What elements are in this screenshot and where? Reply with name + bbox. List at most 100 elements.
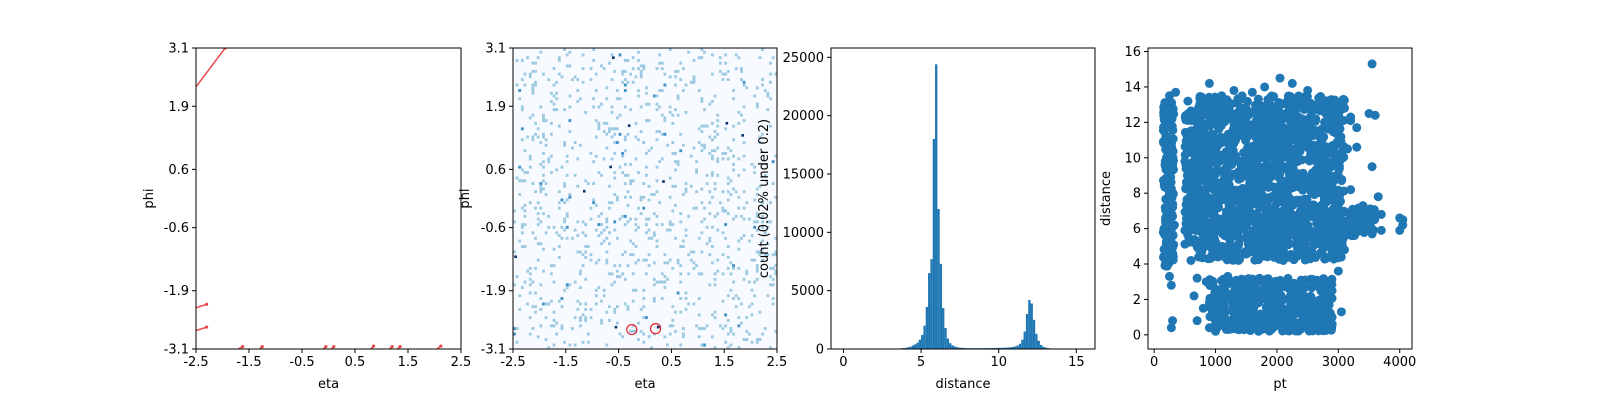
heatmap-cell [542, 269, 545, 273]
heatmap-cell [766, 94, 770, 98]
heatmap-cell [708, 190, 712, 194]
heatmap-cell [732, 168, 735, 172]
heatmap-cell [724, 151, 728, 155]
scatter-point [1235, 94, 1245, 104]
heatmap-cell [589, 206, 593, 210]
heatmap-cell [626, 190, 630, 194]
heatmap-cell [565, 286, 569, 289]
heatmap-cell [626, 307, 630, 311]
heatmap-cell [716, 269, 720, 273]
heatmap-cell [608, 231, 611, 235]
heatmap-cell [610, 272, 614, 276]
scatter-point [1317, 279, 1327, 289]
scatter-point [1283, 152, 1293, 162]
scatter-point [1367, 229, 1377, 239]
heatmap-cell [592, 160, 596, 164]
heatmap-cell [745, 86, 749, 90]
heatmap-cell [634, 261, 638, 265]
scatter-point [1334, 165, 1344, 175]
scatter-point [1271, 240, 1281, 250]
scatter-point [1224, 224, 1234, 234]
scatter-point [1327, 180, 1337, 190]
heatmap-cell [703, 108, 706, 112]
heatmap-cell [761, 258, 764, 262]
scatter-point [1209, 307, 1219, 317]
heatmap-cell [697, 297, 701, 300]
heatmap-cell [721, 231, 725, 235]
heatmap-cell [584, 318, 588, 322]
heatmap-cell [679, 343, 683, 347]
scatter-point [1274, 287, 1284, 297]
scatter-point [1276, 276, 1286, 286]
heatmap-cell [732, 280, 735, 284]
heatmap-cell [581, 80, 585, 84]
heatmap-cell [621, 151, 625, 155]
heatmap-cell [713, 130, 717, 134]
heatmap-cell [771, 182, 775, 186]
heatmap-cell [597, 127, 601, 131]
heatmap-cell [615, 127, 619, 131]
heatmap-cell [565, 236, 569, 240]
histogram-bar [939, 263, 943, 349]
scatter-point [1191, 125, 1201, 135]
heatmap-cell [563, 184, 566, 188]
heatmap-cell [526, 302, 530, 306]
histogram-bar [942, 308, 945, 349]
heatmap-cell [769, 72, 772, 76]
heatmap-cell [687, 214, 691, 218]
heatmap-cell [579, 324, 582, 328]
scatter-point [1367, 162, 1377, 172]
heatmap-cell [573, 75, 577, 79]
heatmap-cell [542, 212, 545, 216]
scatter-point [1339, 103, 1349, 113]
heatmap-cell [700, 220, 704, 224]
heatmap-cell [584, 223, 588, 227]
heatmap-cell [679, 245, 683, 248]
heatmap-cell [642, 305, 646, 309]
heatmap-cell [584, 307, 588, 311]
heatmap-cell [771, 297, 775, 300]
heatmap-cell [547, 214, 551, 218]
heatmap-cell [716, 119, 720, 123]
heatmap-cell [734, 294, 738, 298]
heatmap-cell [697, 313, 701, 317]
heatmap-cell [639, 195, 643, 199]
heatmap-cell [771, 302, 775, 306]
x-axis-ticks: 0 5 10 15 [839, 349, 1085, 370]
heatmap-cell [613, 151, 617, 155]
scatter-point [1226, 233, 1236, 243]
heatmap-cell [700, 56, 704, 60]
heatmap-cell [579, 250, 582, 254]
scatter-point [1272, 301, 1282, 311]
heatmap-cell [552, 247, 556, 251]
heatmap-cell [674, 203, 677, 207]
heatmap-cell [742, 217, 746, 221]
heatmap-cell [652, 231, 656, 235]
heatmap-cell [605, 261, 609, 265]
histogram-bar [949, 343, 952, 349]
scatter-point [1181, 214, 1191, 224]
heatmap-cell [602, 294, 606, 298]
heatmap-cell [753, 165, 757, 169]
heatmap-cell [560, 327, 564, 331]
scatter-point [1211, 326, 1221, 336]
track-tip [390, 344, 394, 349]
y-axis-ticks: -3.1 -1.9 -0.6 0.6 1.9 3.1 [164, 42, 196, 358]
heatmap-cell [631, 67, 635, 71]
marker-circles [626, 323, 662, 336]
scatter-point [1287, 200, 1297, 210]
heatmap-cell [563, 220, 566, 224]
heatmap-cell [539, 283, 543, 287]
heatmap-cell [674, 151, 677, 155]
heatmap-cell [515, 83, 519, 87]
scatter-point [1328, 188, 1338, 198]
scatter-point [1171, 87, 1181, 97]
scatter-point [1370, 110, 1380, 120]
heatmap-cell [660, 61, 664, 65]
heatmap-cell [726, 146, 730, 150]
heatmap-cell [769, 283, 772, 287]
heatmap-cell [552, 264, 556, 268]
scatter-point [1313, 219, 1323, 229]
scatter-point [1161, 121, 1171, 131]
heatmap-cell [655, 223, 659, 227]
